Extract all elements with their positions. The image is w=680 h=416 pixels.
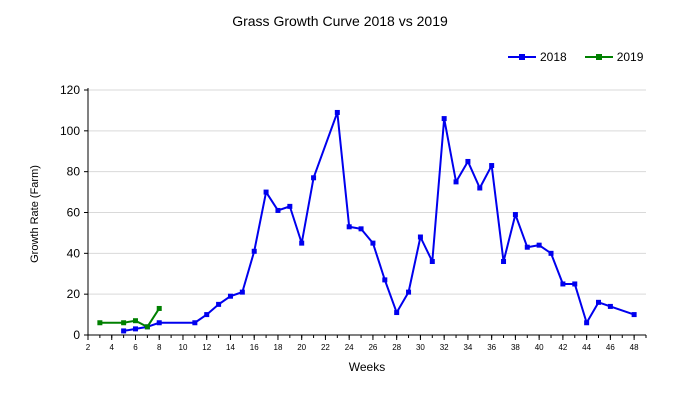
x-tick-label: 18 — [274, 343, 283, 352]
chart-title: Grass Growth Curve 2018 vs 2019 — [232, 13, 448, 29]
data-point-2018 — [453, 179, 459, 185]
data-point-2018 — [536, 242, 542, 248]
data-point-2018 — [192, 320, 198, 326]
y-tick-label: 120 — [60, 83, 80, 97]
y-axis-label: Growth Rate (Farm) — [29, 165, 41, 263]
data-point-2018 — [465, 158, 471, 164]
x-tick-label: 2 — [86, 343, 91, 352]
data-point-2018 — [346, 224, 352, 230]
x-tick-label: 32 — [440, 343, 449, 352]
data-point-2018 — [287, 203, 293, 209]
data-point-2018 — [263, 189, 269, 195]
data-point-2018 — [370, 240, 376, 246]
data-point-2018 — [204, 312, 210, 318]
y-tick-label: 80 — [67, 165, 81, 179]
data-point-2018 — [239, 289, 245, 295]
data-point-2018 — [524, 244, 530, 250]
x-tick-label: 44 — [582, 343, 591, 352]
data-point-2018 — [156, 320, 162, 326]
data-point-2019 — [97, 320, 103, 326]
data-point-2018 — [299, 240, 305, 246]
x-tick-label: 4 — [110, 343, 115, 352]
legend-swatch-2019 — [584, 51, 613, 63]
x-tick-label: 36 — [487, 343, 496, 352]
x-tick-label: 42 — [558, 343, 567, 352]
x-tick-label: 40 — [535, 343, 544, 352]
y-tick-label: 60 — [67, 206, 81, 220]
x-tick-label: 6 — [133, 343, 138, 352]
data-point-2018 — [334, 109, 340, 115]
legend-item-2019: 2019 — [584, 50, 644, 64]
data-point-2019 — [121, 320, 127, 326]
data-point-2018 — [358, 226, 364, 232]
data-point-2018 — [227, 293, 233, 299]
x-tick-label: 48 — [630, 343, 639, 352]
data-point-2018 — [251, 248, 257, 254]
legend-label-2018: 2018 — [540, 50, 567, 64]
x-tick-label: 8 — [157, 343, 162, 352]
data-point-2018 — [512, 212, 518, 218]
data-point-2018 — [406, 289, 412, 295]
x-tick-label: 16 — [250, 343, 259, 352]
x-tick-label: 28 — [392, 343, 401, 352]
legend: 2018 2019 — [508, 50, 661, 64]
data-point-2018 — [631, 312, 637, 318]
data-point-2018 — [548, 250, 554, 256]
data-point-2019 — [156, 305, 162, 311]
data-point-2019 — [144, 324, 150, 330]
data-point-2018 — [311, 175, 317, 181]
data-point-2018 — [477, 185, 483, 191]
x-axis-label: Weeks — [348, 360, 386, 374]
data-point-2018 — [501, 259, 507, 264]
x-tick-label: 24 — [345, 343, 354, 352]
data-point-2019 — [132, 318, 138, 324]
data-point-2018 — [132, 326, 138, 332]
x-tick-label: 10 — [179, 343, 188, 352]
x-tick-label: 38 — [511, 343, 520, 352]
data-point-2018 — [382, 277, 388, 283]
y-tick-label: 40 — [67, 246, 81, 260]
data-point-2018 — [596, 299, 602, 305]
data-point-2018 — [572, 281, 578, 287]
data-point-2018 — [394, 310, 400, 316]
data-point-2018 — [216, 301, 222, 307]
series-line-2019 — [99, 307, 161, 328]
legend-label-2019: 2019 — [616, 50, 644, 64]
data-point-2018 — [429, 259, 435, 264]
legend-swatch-2018 — [508, 51, 536, 63]
x-tick-label: 12 — [202, 343, 211, 352]
x-tick-label: 46 — [606, 343, 615, 352]
data-point-2018 — [607, 303, 613, 309]
x-tick-label: 30 — [416, 343, 425, 352]
data-point-2018 — [584, 320, 590, 326]
data-point-2018 — [560, 281, 566, 287]
data-point-2018 — [441, 116, 447, 122]
x-tick-label: 20 — [297, 343, 306, 352]
x-tick-label: 14 — [226, 343, 235, 352]
data-point-2018 — [121, 328, 127, 334]
x-tick-label: 22 — [321, 343, 330, 352]
y-tick-label: 100 — [60, 124, 80, 138]
data-point-2018 — [489, 163, 495, 169]
data-point-2018 — [417, 234, 423, 240]
data-point-2018 — [275, 207, 281, 213]
legend-item-2018: 2018 — [508, 50, 567, 64]
series-line-2018 — [123, 111, 635, 332]
y-tick-label: 0 — [73, 328, 80, 342]
x-tick-label: 26 — [368, 343, 377, 352]
y-tick-label: 20 — [67, 287, 81, 301]
x-tick-label: 34 — [463, 343, 472, 352]
